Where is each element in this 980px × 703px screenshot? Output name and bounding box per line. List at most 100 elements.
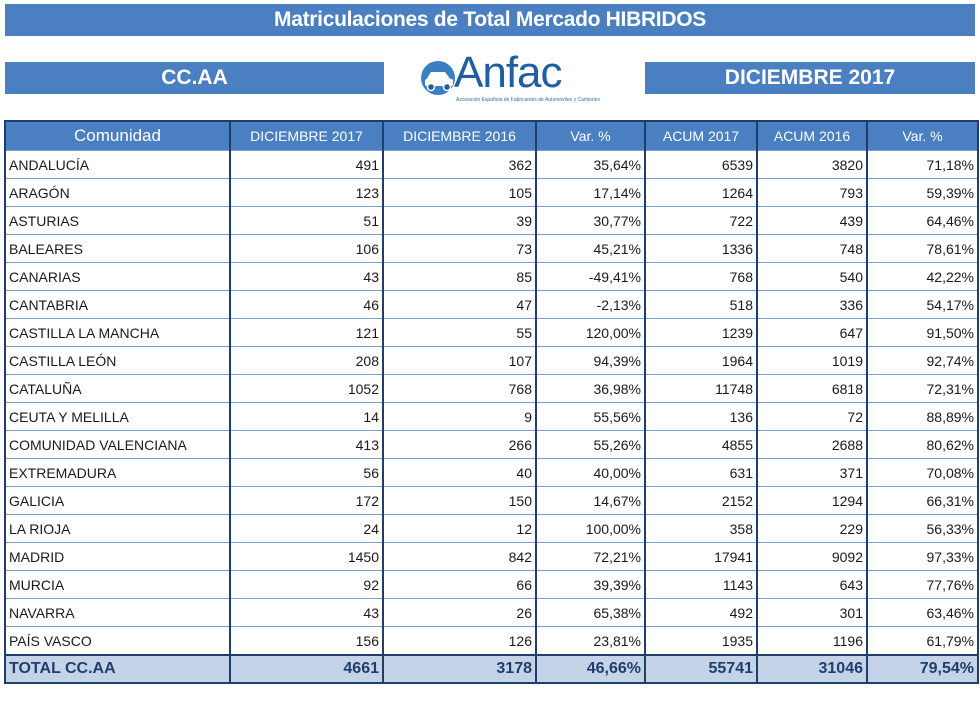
cell-dic-2017: 123 (229, 178, 384, 207)
total-acum-2016: 31046 (756, 654, 868, 683)
header-row: Comunidad DICIEMBRE 2017 DICIEMBRE 2016 … (4, 121, 979, 151)
cell-var: 94,39% (535, 346, 646, 375)
cell-region-name: CASTILLA LA MANCHA (4, 318, 231, 347)
cell-dic-2017: 56 (229, 458, 384, 487)
cell-region-name: ARAGÓN (4, 178, 231, 207)
cell-dic-2017: 14 (229, 402, 384, 431)
cell-acum-2017: 631 (644, 458, 758, 487)
cell-region-name: CEUTA Y MELILLA (4, 402, 231, 431)
cell-dic-2017: 43 (229, 598, 384, 627)
cell-dic-2016: 73 (382, 234, 537, 263)
cell-region-name: GALICIA (4, 486, 231, 515)
cell-region-name: COMUNIDAD VALENCIANA (4, 430, 231, 459)
col-header-acum-2017: ACUM 2017 (644, 121, 758, 151)
col-header-var-acum: Var. % (866, 121, 979, 151)
cell-var: 55,56% (535, 402, 646, 431)
cell-acum-2016: 371 (756, 458, 868, 487)
cell-acum-2017: 136 (644, 402, 758, 431)
total-var-acum: 79,54% (866, 654, 979, 683)
cell-acum-2017: 1336 (644, 234, 758, 263)
cell-dic-2016: 9 (382, 402, 537, 431)
cell-var-acum: 91,50% (866, 318, 979, 347)
table-row: CANTABRIA 46 47 -2,13% 518 336 54,17% (4, 290, 979, 319)
col-header-comunidad: Comunidad (4, 121, 231, 151)
cell-acum-2017: 722 (644, 206, 758, 235)
cell-var-acum: 61,79% (866, 626, 979, 655)
total-acum-2017: 55741 (644, 654, 758, 683)
cell-var: 35,64% (535, 150, 646, 179)
cell-var-acum: 56,33% (866, 514, 979, 543)
cell-var: 65,38% (535, 598, 646, 627)
cell-dic-2016: 47 (382, 290, 537, 319)
total-var: 46,66% (535, 654, 646, 683)
table-row: ASTURIAS 51 39 30,77% 722 439 64,46% (4, 206, 979, 235)
cell-dic-2016: 768 (382, 374, 537, 403)
cell-var-acum: 92,74% (866, 346, 979, 375)
cell-region-name: PAÍS VASCO (4, 626, 231, 655)
cell-var-acum: 78,61% (866, 234, 979, 263)
total-dic-2017: 4661 (229, 654, 384, 683)
cell-dic-2017: 121 (229, 318, 384, 347)
table-row: BALEARES 106 73 45,21% 1336 748 78,61% (4, 234, 979, 263)
cell-acum-2016: 748 (756, 234, 868, 263)
cell-acum-2016: 3820 (756, 150, 868, 179)
cell-acum-2016: 1294 (756, 486, 868, 515)
cell-acum-2016: 647 (756, 318, 868, 347)
cell-dic-2016: 66 (382, 570, 537, 599)
cell-var-acum: 97,33% (866, 542, 979, 571)
cell-acum-2017: 518 (644, 290, 758, 319)
table-row: CEUTA Y MELILLA 14 9 55,56% 136 72 88,89% (4, 402, 979, 431)
cell-var: 100,00% (535, 514, 646, 543)
cell-var-acum: 54,17% (866, 290, 979, 319)
cell-acum-2017: 17941 (644, 542, 758, 571)
cell-dic-2017: 92 (229, 570, 384, 599)
table-row: GALICIA 172 150 14,67% 2152 1294 66,31% (4, 486, 979, 515)
cell-acum-2016: 540 (756, 262, 868, 291)
total-dic-2016: 3178 (382, 654, 537, 683)
cell-dic-2017: 491 (229, 150, 384, 179)
cell-var-acum: 63,46% (866, 598, 979, 627)
logo-subtitle: Asociación Española de Fabricantes de Au… (456, 97, 600, 103)
cell-acum-2017: 768 (644, 262, 758, 291)
cell-dic-2017: 24 (229, 514, 384, 543)
cell-var: 55,26% (535, 430, 646, 459)
cell-dic-2017: 106 (229, 234, 384, 263)
cell-region-name: NAVARRA (4, 598, 231, 627)
table-row: ANDALUCÍA 491 362 35,64% 6539 3820 71,18% (4, 150, 979, 179)
cell-dic-2016: 26 (382, 598, 537, 627)
cell-region-name: CANARIAS (4, 262, 231, 291)
cell-var-acum: 70,08% (866, 458, 979, 487)
cell-dic-2017: 172 (229, 486, 384, 515)
cell-acum-2016: 643 (756, 570, 868, 599)
cell-acum-2016: 1019 (756, 346, 868, 375)
cell-acum-2016: 793 (756, 178, 868, 207)
cell-acum-2017: 358 (644, 514, 758, 543)
cell-var-acum: 64,46% (866, 206, 979, 235)
period-label: DICIEMBRE 2017 (645, 62, 975, 94)
cell-acum-2016: 6818 (756, 374, 868, 403)
cell-dic-2016: 107 (382, 346, 537, 375)
cell-region-name: ANDALUCÍA (4, 150, 231, 179)
cell-var: 17,14% (535, 178, 646, 207)
cell-var: 40,00% (535, 458, 646, 487)
cell-acum-2017: 2152 (644, 486, 758, 515)
cell-var-acum: 59,39% (866, 178, 979, 207)
cell-var: 39,39% (535, 570, 646, 599)
table-row: CANARIAS 43 85 -49,41% 768 540 42,22% (4, 262, 979, 291)
col-header-var: Var. % (535, 121, 646, 151)
cell-var-acum: 88,89% (866, 402, 979, 431)
cell-dic-2016: 266 (382, 430, 537, 459)
cell-dic-2016: 105 (382, 178, 537, 207)
cell-var-acum: 77,76% (866, 570, 979, 599)
cell-acum-2016: 2688 (756, 430, 868, 459)
cell-dic-2017: 51 (229, 206, 384, 235)
cell-region-name: ASTURIAS (4, 206, 231, 235)
cell-var: 72,21% (535, 542, 646, 571)
cell-acum-2017: 1239 (644, 318, 758, 347)
cell-var-acum: 72,31% (866, 374, 979, 403)
cell-region-name: CASTILLA LEÓN (4, 346, 231, 375)
table-row: LA RIOJA 24 12 100,00% 358 229 56,33% (4, 514, 979, 543)
cell-dic-2016: 12 (382, 514, 537, 543)
table-row: COMUNIDAD VALENCIANA 413 266 55,26% 4855 2688… (4, 430, 979, 459)
cell-acum-2017: 1143 (644, 570, 758, 599)
